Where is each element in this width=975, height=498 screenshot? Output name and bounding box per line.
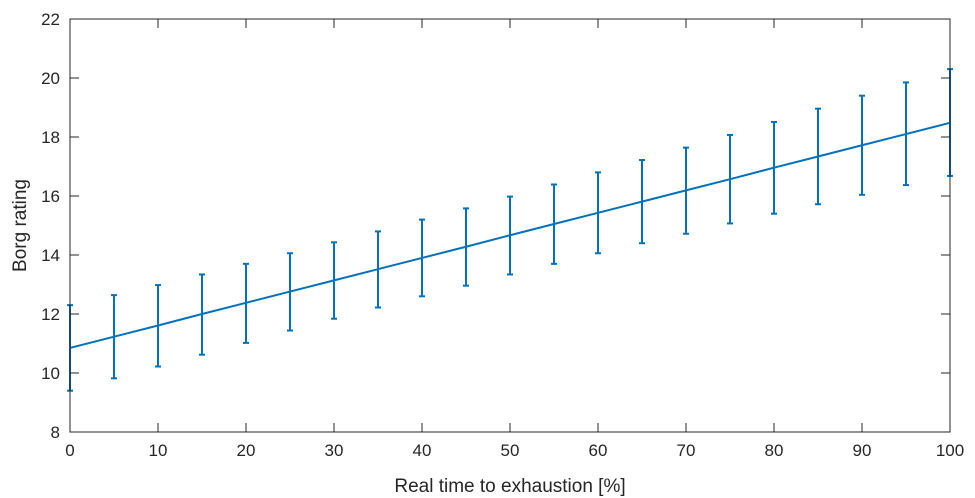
- error-bar: [287, 252, 293, 332]
- y-tick-label: 20: [41, 69, 60, 88]
- x-tick-label: 70: [677, 441, 696, 460]
- x-axis-label: Real time to exhaustion [%]: [394, 476, 625, 497]
- error-bar: [639, 159, 645, 245]
- y-tick-label: 12: [41, 305, 60, 324]
- error-bar: [111, 294, 117, 380]
- x-tick-label: 10: [149, 441, 168, 460]
- x-tick-label: 40: [413, 441, 432, 460]
- error-bar: [375, 230, 381, 309]
- y-tick-label: 22: [41, 10, 60, 29]
- error-bar: [595, 171, 601, 255]
- error-bar: [463, 207, 469, 287]
- error-bar: [507, 195, 513, 276]
- x-tick-label: 20: [237, 441, 256, 460]
- x-tick-label: 80: [765, 441, 784, 460]
- series-layer: [67, 68, 953, 392]
- error-bar: [551, 183, 557, 265]
- error-bar: [155, 284, 161, 368]
- y-axis-label: Borg rating: [10, 179, 31, 272]
- x-tick-label: 90: [853, 441, 872, 460]
- y-tick-label: 10: [41, 364, 60, 383]
- y-tick-label: 8: [51, 423, 60, 442]
- error-bar: [199, 273, 205, 356]
- x-axis: 0 10 20 30 40 50 60 70 80 90 100: [65, 19, 964, 460]
- error-bar: [683, 146, 689, 235]
- error-bar: [903, 81, 909, 187]
- x-tick-label: 50: [501, 441, 520, 460]
- x-tick-label: 30: [325, 441, 344, 460]
- error-bar: [419, 218, 425, 298]
- error-bar: [243, 262, 249, 344]
- error-bar: [859, 94, 865, 196]
- error-bar: [771, 120, 777, 215]
- x-tick-label: 0: [65, 441, 74, 460]
- error-bar: [331, 241, 337, 320]
- x-tick-label: 100: [936, 441, 964, 460]
- error-bar: [727, 133, 733, 225]
- x-tick-label: 60: [589, 441, 608, 460]
- y-tick-label: 14: [41, 246, 60, 265]
- y-axis: 8 10 12 14 16 18 20 22: [41, 10, 950, 442]
- error-bar: [815, 107, 821, 206]
- y-tick-label: 18: [41, 128, 60, 147]
- y-tick-label: 16: [41, 187, 60, 206]
